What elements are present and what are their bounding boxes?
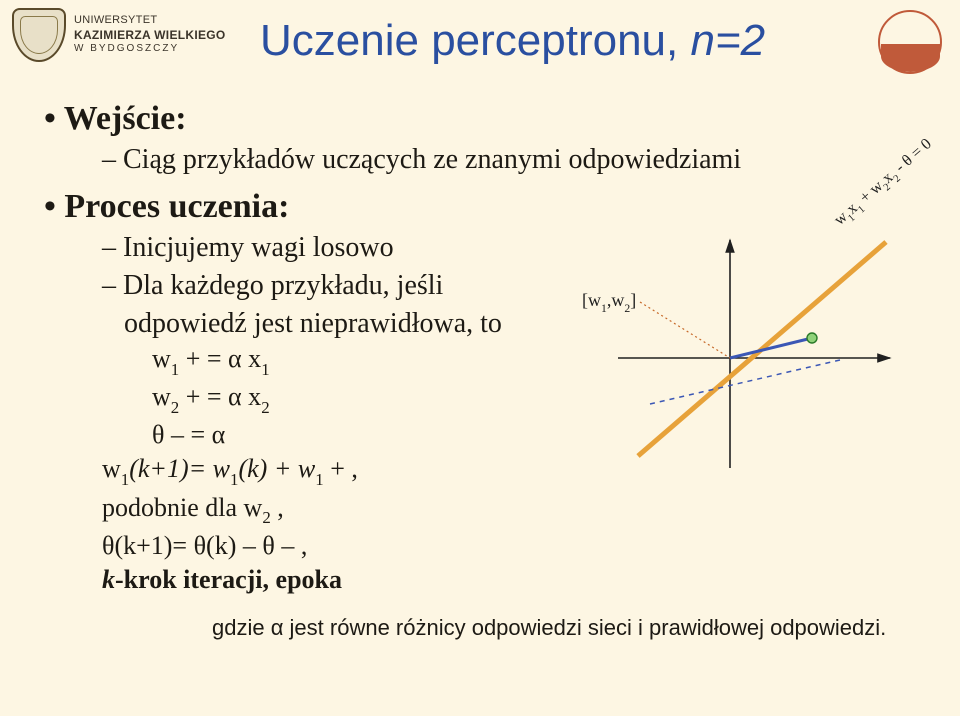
uni-line3: W BYDGOSZCZY (74, 43, 226, 56)
decision-boundary-graph: [w1,w2] w1x1 + w2x2 - θ = 0 (590, 230, 900, 480)
title-suffix: n=2 (690, 16, 765, 65)
slide-title: Uczenie perceptronu, n=2 (260, 16, 765, 66)
input-heading: Wejście: (44, 100, 928, 138)
corner-ornament-icon (878, 10, 942, 74)
label-connector (640, 302, 730, 358)
uni-line1: UNIWERSYTET (74, 14, 226, 28)
university-header: UNIWERSYTET KAZIMIERZA WIELKIEGO W BYDGO… (12, 8, 226, 62)
university-crest-icon (12, 8, 66, 62)
university-name: UNIWERSYTET KAZIMIERZA WIELKIEGO W BYDGO… (74, 14, 226, 55)
data-point (807, 333, 817, 343)
rule-kstep: k-krok iteracji, epoka (102, 565, 928, 595)
title-main: Uczenie perceptronu, (260, 16, 690, 65)
uni-line2: KAZIMIERZA WIELKIEGO (74, 28, 226, 43)
input-desc: Ciąg przykładów uczących ze znanymi odpo… (102, 144, 928, 176)
process-heading: Proces uczenia: (44, 188, 928, 226)
rule-theta-k: θ(k+1)= θ(k) – θ – , (102, 531, 928, 561)
rule-similarly: podobnie dla w2 , (102, 493, 928, 527)
graph-svg (590, 230, 900, 480)
alpha-note: gdzie α jest równe różnicy odpowiedzi si… (212, 613, 928, 643)
weight-vector-label: [w1,w2] (582, 290, 636, 314)
